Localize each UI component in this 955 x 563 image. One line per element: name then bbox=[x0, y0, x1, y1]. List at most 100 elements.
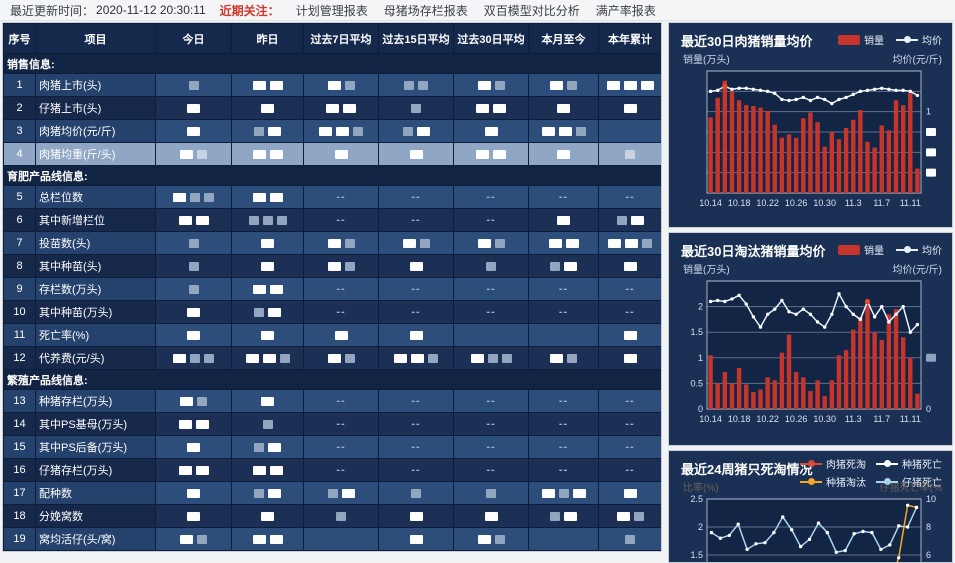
value-cell: -- bbox=[303, 300, 379, 324]
svg-text:2.5: 2.5 bbox=[690, 495, 703, 504]
table-row-8[interactable]: 8 其中种苗(头) bbox=[3, 254, 661, 278]
svg-text:1.5: 1.5 bbox=[690, 550, 703, 560]
legend-item[interactable]: 销量 bbox=[838, 32, 884, 47]
no-data-dash: -- bbox=[411, 214, 421, 226]
redacted-value-block bbox=[411, 353, 424, 363]
redacted-value-block bbox=[567, 80, 577, 90]
value-cell bbox=[155, 73, 232, 97]
redacted-value-block bbox=[254, 442, 264, 452]
col-header-0: 序号 bbox=[3, 23, 36, 54]
value-cell bbox=[231, 346, 304, 370]
table-row-5[interactable]: 5 总栏位数 -- -- -- -- -- bbox=[3, 185, 661, 209]
redacted-value-block bbox=[197, 149, 207, 159]
value-cell bbox=[303, 231, 379, 255]
redacted-value-block bbox=[550, 511, 560, 521]
legend-item[interactable]: 仔猪死亡 bbox=[876, 474, 942, 489]
value-cell: -- bbox=[378, 185, 454, 209]
report-link-2[interactable]: 双百模型对比分析 bbox=[483, 3, 580, 18]
legend-item[interactable]: 销量 bbox=[838, 242, 884, 257]
value-cell bbox=[453, 527, 529, 551]
value-cell bbox=[528, 254, 599, 278]
svg-text:2: 2 bbox=[698, 302, 703, 312]
row-label: 代养费(元/头) bbox=[35, 346, 156, 370]
legend-label: 肉猪死淘 bbox=[826, 460, 866, 471]
redacted-value-block bbox=[494, 238, 505, 248]
redacted-value-block bbox=[548, 238, 562, 248]
value-cell: -- bbox=[598, 389, 661, 413]
value-cell bbox=[528, 208, 599, 232]
redacted-value-block bbox=[187, 330, 200, 340]
value-cell bbox=[378, 231, 454, 255]
table-row-1[interactable]: 1 肉猪上市(头) bbox=[3, 73, 661, 97]
redacted-value-block bbox=[411, 488, 421, 498]
redacted-value-block bbox=[564, 511, 577, 521]
value-cell bbox=[231, 527, 304, 551]
table-row-6[interactable]: 6 其中新增栏位 -- -- -- bbox=[3, 208, 661, 232]
chart-panel-pig-sales: 最近30日肉猪销量均价 销量 均价 销量(万头) 均价(元/斤) 1 10.14 10.18 1… bbox=[668, 22, 953, 228]
table-row-18[interactable]: 18 分娩窝数 bbox=[3, 504, 661, 528]
redacted-value-block bbox=[173, 353, 186, 363]
table-row-4[interactable]: 4 肉猪均重(斤/头) bbox=[3, 142, 661, 166]
value-cell: -- bbox=[453, 389, 529, 413]
redacted-value-block bbox=[494, 534, 505, 544]
value-cell: -- bbox=[528, 412, 599, 436]
table-row-19[interactable]: 19 窝均活仔(头/窝) bbox=[3, 527, 661, 551]
no-data-dash: -- bbox=[411, 191, 421, 203]
svg-text:10.30: 10.30 bbox=[813, 198, 836, 208]
report-link-0[interactable]: 计划管理报表 bbox=[295, 3, 368, 18]
value-cell: -- bbox=[303, 458, 379, 482]
table-row-10[interactable]: 10 其中种苗(万头) -- -- -- -- -- bbox=[3, 300, 661, 324]
line-swatch-icon bbox=[800, 460, 822, 467]
updated-time-label: 最近更新时间： bbox=[10, 3, 95, 18]
no-data-dash: -- bbox=[411, 395, 421, 407]
redacted-value-block bbox=[419, 238, 430, 248]
redacted-value-block bbox=[327, 238, 341, 248]
table-row-17[interactable]: 17 配种数 bbox=[3, 481, 661, 505]
table-row-12[interactable]: 12 代养费(元/头) bbox=[3, 346, 661, 370]
chart-legend: 销量 均价 bbox=[838, 32, 942, 47]
legend-item[interactable]: 种猪淘汰 bbox=[800, 474, 866, 489]
redacted-value-block bbox=[550, 261, 560, 271]
right-axis-label: 仔猪死亡率(% bbox=[879, 483, 942, 494]
svg-text:11.7: 11.7 bbox=[873, 414, 890, 424]
redacted-value-block bbox=[623, 261, 637, 271]
legend-item[interactable]: 肉猪死淘 bbox=[800, 456, 866, 471]
value-cell: -- bbox=[378, 277, 454, 301]
legend-item[interactable]: 种猪死亡 bbox=[876, 456, 942, 471]
table-row-11[interactable]: 11 死亡率(%) bbox=[3, 323, 661, 347]
row-index: 1 bbox=[3, 73, 36, 97]
table-row-16[interactable]: 16 仔猪存栏(万头) -- -- -- -- -- bbox=[3, 458, 661, 482]
value-cell bbox=[528, 96, 599, 120]
line-swatch-icon bbox=[800, 478, 822, 485]
right-axis-label: 均价(元/斤) bbox=[892, 55, 942, 66]
report-link-3[interactable]: 满产率报表 bbox=[595, 3, 656, 18]
value-cell: -- bbox=[528, 300, 599, 324]
redacted-value-block bbox=[269, 534, 283, 544]
value-cell bbox=[453, 504, 529, 528]
table-row-3[interactable]: 3 肉猪均价(元/斤) bbox=[3, 119, 661, 143]
value-cell bbox=[155, 435, 232, 459]
value-cell bbox=[155, 119, 232, 143]
no-data-dash: -- bbox=[411, 306, 421, 318]
table-row-15[interactable]: 15 其中PS后备(万头) -- -- -- -- -- bbox=[3, 435, 661, 459]
no-data-dash: -- bbox=[625, 395, 635, 407]
row-index: 13 bbox=[3, 389, 36, 413]
value-cell: -- bbox=[378, 435, 454, 459]
value-cell: -- bbox=[598, 277, 661, 301]
redacted-value-block bbox=[640, 80, 654, 90]
table-row-9[interactable]: 9 存栏数(万头) -- -- -- -- -- bbox=[3, 277, 661, 301]
legend-item[interactable]: 均价 bbox=[896, 242, 942, 257]
svg-text:1: 1 bbox=[698, 353, 703, 363]
table-row-7[interactable]: 7 投苗数(头) bbox=[3, 231, 661, 255]
svg-text:10.18: 10.18 bbox=[728, 414, 751, 424]
report-link-1[interactable]: 母猪场存栏报表 bbox=[383, 3, 468, 18]
legend-item[interactable]: 均价 bbox=[896, 32, 942, 47]
redacted-value-block bbox=[623, 80, 637, 90]
table-row-13[interactable]: 13 种猪存栏(万头) -- -- -- -- -- bbox=[3, 389, 661, 413]
redacted-value-block bbox=[254, 126, 264, 136]
table-row-2[interactable]: 2 仔猪上市(头) bbox=[3, 96, 661, 120]
value-cell bbox=[598, 231, 661, 255]
table-row-14[interactable]: 14 其中PS基母(万头) -- -- -- -- -- bbox=[3, 412, 661, 436]
svg-text:11.3: 11.3 bbox=[845, 414, 862, 424]
